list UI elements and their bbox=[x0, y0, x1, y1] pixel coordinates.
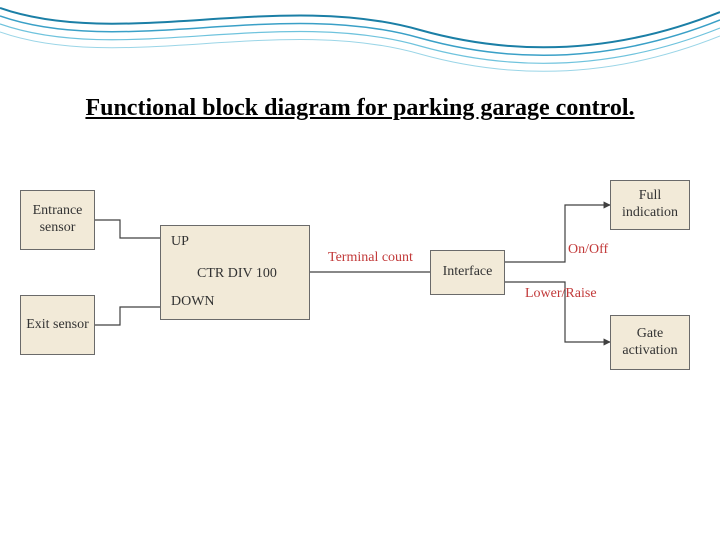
block-diagram: Entrance sensor Exit sensor UP CTR DIV 1… bbox=[20, 180, 700, 440]
edge-label-lower-raise: Lower/Raise bbox=[525, 286, 597, 302]
node-counter: UP CTR DIV 100 DOWN bbox=[160, 225, 310, 320]
node-label: Full indication bbox=[615, 188, 685, 222]
node-exit-sensor: Exit sensor bbox=[20, 295, 95, 355]
ctr-up-label: UP bbox=[171, 234, 189, 251]
node-entrance-sensor: Entrance sensor bbox=[20, 190, 95, 250]
node-label: Entrance sensor bbox=[25, 203, 90, 237]
node-label: Exit sensor bbox=[26, 317, 89, 334]
node-interface: Interface bbox=[430, 250, 505, 295]
connectors bbox=[20, 180, 700, 440]
ctr-down-label: DOWN bbox=[171, 294, 215, 311]
edge-label-on-off: On/Off bbox=[568, 242, 608, 258]
edge-label-terminal-count: Terminal count bbox=[328, 250, 413, 266]
node-label: Gate activation bbox=[615, 326, 685, 360]
node-label: Interface bbox=[443, 264, 493, 281]
page-title: Functional block diagram for parking gar… bbox=[30, 95, 690, 122]
edge-exit-to-down bbox=[95, 307, 160, 325]
edge-entrance-to-up bbox=[95, 220, 160, 238]
node-full-indication: Full indication bbox=[610, 180, 690, 230]
header-wave bbox=[0, 0, 720, 90]
node-gate-activation: Gate activation bbox=[610, 315, 690, 370]
ctr-main-label: CTR DIV 100 bbox=[197, 266, 277, 283]
